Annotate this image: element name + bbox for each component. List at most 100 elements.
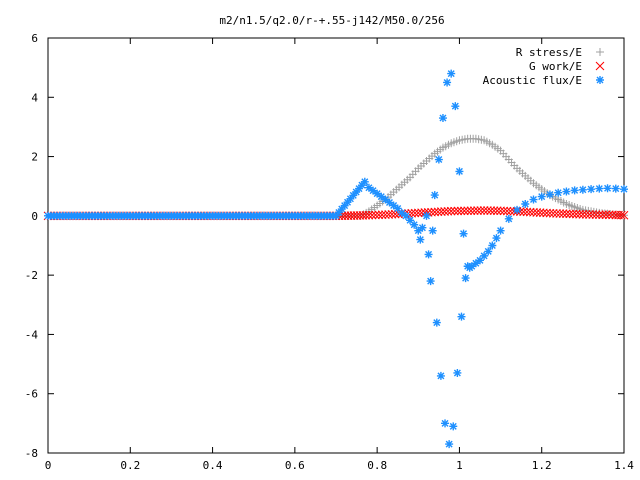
y-tick-label: -8 [25,447,38,460]
data-point [554,188,563,197]
data-point [521,200,530,208]
data-point [377,192,386,201]
legend-label: Acoustic flux/E [483,74,582,87]
data-point [406,216,415,225]
data-point-fill [571,209,581,219]
data-point [595,184,604,193]
data-point-fill [476,206,486,215]
data-point-fill [337,205,346,214]
data-point-fill [601,210,611,220]
data-point [451,102,460,111]
data-point [436,371,445,380]
data-point-fill [352,187,361,196]
data-point-fill [343,198,352,207]
data-point [430,207,440,217]
data-point [364,210,374,220]
data-point-fill [361,210,371,220]
y-tick-label: 2 [31,151,38,164]
data-point-fill [349,191,358,200]
data-point-fill [492,206,502,216]
data-point-fill [616,210,626,220]
data-point-fill [522,207,532,217]
data-point [413,208,423,218]
data-point-fill [433,207,443,217]
data-point [441,419,450,428]
data-point [459,229,468,238]
data-point-fill [384,210,394,219]
data-point-fill [525,207,535,217]
data-point [424,250,433,259]
data-point [447,69,456,78]
data-point [428,226,437,235]
x-tick-label: 0.6 [285,459,305,472]
data-point-fill [436,207,446,217]
data-point [430,191,439,200]
data-point [603,184,612,193]
data-point [570,186,579,195]
data-point [480,251,489,260]
legend-marker [595,61,605,71]
data-point-fill [585,210,594,219]
data-point [438,114,447,123]
data-point-fill [346,194,355,203]
data-point-fill [552,209,561,218]
data-point-fill [502,206,512,216]
chart-title: m2/n1.5/q2.0/r-+.55-j142/M50.0/256 [219,14,444,27]
data-point [453,368,462,377]
y-tick-label: -6 [25,388,38,401]
data-point-fill [588,210,598,219]
data-point-fill [466,206,476,216]
data-point [443,78,452,87]
plot-frame [47,37,625,454]
x-tick-label: 1.4 [614,459,634,472]
data-point [418,223,427,232]
data-point [619,210,629,220]
data-point-fill [581,210,591,219]
legend-label: R stress/E [516,46,582,59]
data-point [381,195,390,204]
data-point-fill [519,207,528,217]
data-point [446,206,456,216]
data-point-fill [532,208,542,217]
data-point [461,274,470,283]
x-tick-label: 0 [45,459,52,472]
data-point [513,205,522,214]
data-point-fill [598,210,607,220]
data-point-fill [427,207,436,217]
data-point [529,195,538,204]
data-point [389,201,398,210]
data-point [578,210,588,219]
y-tick-label: -2 [25,269,38,282]
data-point-fill [591,210,601,219]
data-point-fill [456,206,466,216]
data-point-fill [565,209,575,219]
data-point [422,211,431,220]
data-point [545,190,554,199]
data-point [397,208,406,217]
data-point [410,220,419,229]
data-point [401,211,410,220]
data-point-fill [486,206,496,215]
data-point [529,207,538,217]
data-point [364,183,373,192]
data-point-fill [453,206,463,216]
data-point [449,422,458,431]
data-point-fill [483,206,492,215]
data-point [455,167,464,176]
data-point [373,189,382,198]
data-point-fill [371,210,380,220]
data-point-fill [334,208,343,217]
data-point-fill [548,208,558,218]
data-point-fill [506,206,515,216]
data-point-fill [575,209,584,219]
data-point-fill [410,208,420,218]
data-point [562,209,571,219]
series-layer [43,69,629,449]
data-point-fill [460,206,469,216]
data-point-fill [568,209,578,219]
data-point [332,211,340,220]
data-point [471,259,480,268]
data-point [445,440,454,449]
